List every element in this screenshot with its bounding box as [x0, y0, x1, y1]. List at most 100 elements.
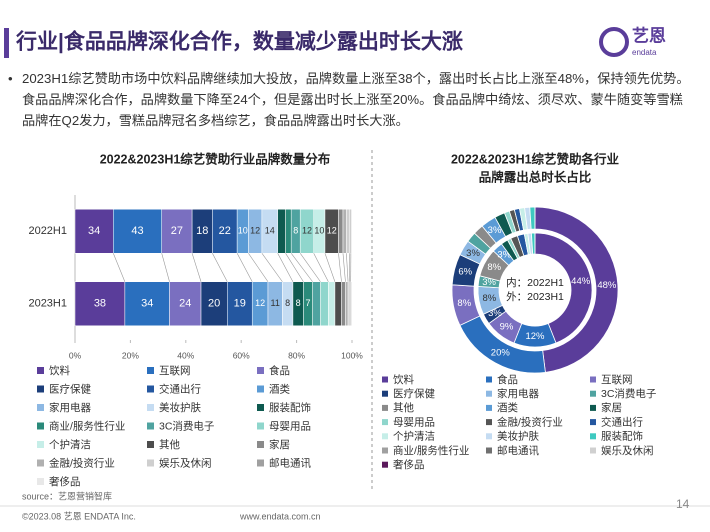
- page-number: 14: [676, 497, 690, 511]
- bar-segment: [161, 209, 193, 254]
- legend-swatch: [486, 419, 492, 426]
- bullet-text: 2023H1综艺赞助市场中饮料品牌继续加大投放，品牌数量上涨至38个，露出时长占…: [22, 71, 690, 128]
- bar-segment: [342, 209, 347, 254]
- bar-segment: [113, 209, 162, 254]
- connector: [113, 253, 126, 282]
- value-label: 9%: [500, 321, 514, 332]
- x-tick-label: 40%: [177, 350, 194, 360]
- legend-label: 3C消费电子: [601, 387, 656, 400]
- legend-swatch: [590, 433, 596, 440]
- legend-label: 邮电通讯: [497, 444, 539, 457]
- connector: [324, 253, 336, 282]
- value-label: 3%: [488, 308, 502, 319]
- legend-label: 食品: [497, 373, 518, 386]
- logo-mark: [599, 27, 629, 57]
- legend-swatch: [382, 390, 388, 397]
- legend-label: 娱乐及休闲: [159, 456, 212, 469]
- value-label: 11: [271, 298, 280, 308]
- connector: [342, 253, 346, 282]
- bullet-dot: •: [8, 71, 13, 86]
- legend-label: 金融/投资行业: [497, 415, 563, 428]
- bar-segment: [212, 209, 238, 254]
- chart-title: 2022&2023H1综艺赞助各行业: [451, 151, 620, 166]
- connector: [313, 253, 329, 282]
- legend-label: 酒类: [497, 401, 518, 414]
- legend-swatch: [590, 390, 596, 397]
- connector: [212, 253, 228, 282]
- legend-label: 家用电器: [49, 401, 91, 414]
- legend-swatch: [257, 367, 264, 374]
- legend-swatch: [257, 385, 264, 393]
- connector: [338, 253, 342, 282]
- legend-swatch: [37, 404, 44, 411]
- bar-segment: [346, 209, 350, 254]
- value-label: 10: [314, 226, 324, 236]
- value-label: 24: [179, 298, 191, 310]
- legend-label: 商业/服务性行业: [393, 444, 469, 457]
- legend-label: 个护清洁: [393, 430, 435, 443]
- legend-swatch: [486, 447, 492, 454]
- legend-swatch: [382, 419, 388, 426]
- value-label: 12: [250, 226, 260, 236]
- value-label: 12: [327, 226, 337, 236]
- value-label: 43: [131, 225, 143, 237]
- connector: [236, 253, 253, 282]
- legend-label: 其他: [393, 401, 414, 414]
- bar-segment: [345, 281, 349, 326]
- legend-swatch: [147, 459, 154, 467]
- connector: [191, 253, 202, 282]
- value-label: 6%: [458, 267, 472, 278]
- legend-swatch: [382, 376, 388, 383]
- legend-swatch: [147, 404, 154, 411]
- connector: [161, 253, 170, 282]
- value-label: 18: [196, 225, 208, 237]
- value-label: 14: [265, 226, 275, 236]
- bullet: • 2023H1综艺赞助市场中饮料品牌继续加大投放，品牌数量上涨至38个，露出时长…: [8, 68, 692, 131]
- bar-segment: [338, 209, 344, 254]
- bar-segment: [350, 281, 353, 326]
- legend-label: 酒类: [269, 382, 290, 395]
- legend-label: 美妆护肤: [159, 401, 201, 414]
- legend-swatch: [147, 385, 154, 393]
- connector: [290, 253, 313, 282]
- value-label: 3%: [482, 277, 496, 288]
- x-tick-label: 60%: [233, 350, 250, 360]
- legend-label: 母婴用品: [393, 416, 435, 428]
- legend-swatch: [382, 447, 388, 454]
- value-label: 12%: [525, 331, 545, 342]
- legend-label: 家居: [601, 401, 622, 414]
- legend-swatch: [257, 441, 264, 448]
- legend-swatch: [590, 447, 596, 454]
- value-label: 20: [208, 298, 220, 310]
- value-label: 3%: [488, 225, 502, 236]
- value-label: 38: [94, 298, 106, 310]
- legend-label: 娱乐及休闲: [601, 444, 654, 457]
- slide-title: 行业|食品品牌深化合作，数量减少露出时长大涨: [15, 30, 463, 54]
- value-label: 10: [238, 226, 248, 236]
- legend-label: 服装配饰: [601, 430, 643, 443]
- legend-label: 邮电通讯: [269, 456, 311, 469]
- legend-label: 家居: [269, 438, 290, 451]
- copyright: ©2023.08 艺恩 ENDATA Inc.: [22, 511, 136, 521]
- legend-swatch: [486, 390, 492, 397]
- legend-swatch: [37, 459, 44, 467]
- legend-label: 金融/投资行业: [49, 456, 115, 469]
- value-label: 44%: [571, 276, 591, 287]
- legend-label: 服装配饰: [269, 401, 311, 414]
- title-accent: [4, 28, 9, 58]
- x-tick-label: 20%: [122, 350, 139, 360]
- bar-segment: [334, 281, 342, 326]
- value-label: 8: [296, 298, 301, 308]
- value-label: 8: [293, 226, 298, 236]
- connector: [285, 253, 304, 282]
- legend-label: 奢侈品: [393, 458, 425, 471]
- legend-label: 个护清洁: [49, 438, 91, 451]
- bar-segment: [320, 281, 329, 326]
- chart-title: 2022&2023H1综艺赞助行业品牌数量分布: [100, 151, 331, 166]
- y-tick-label: 2022H1: [28, 225, 67, 237]
- value-label: 20%: [491, 348, 511, 359]
- bar-segment: [200, 281, 228, 326]
- ring-label: 外：2023H1: [506, 291, 564, 303]
- legend-label: 互联网: [159, 365, 191, 377]
